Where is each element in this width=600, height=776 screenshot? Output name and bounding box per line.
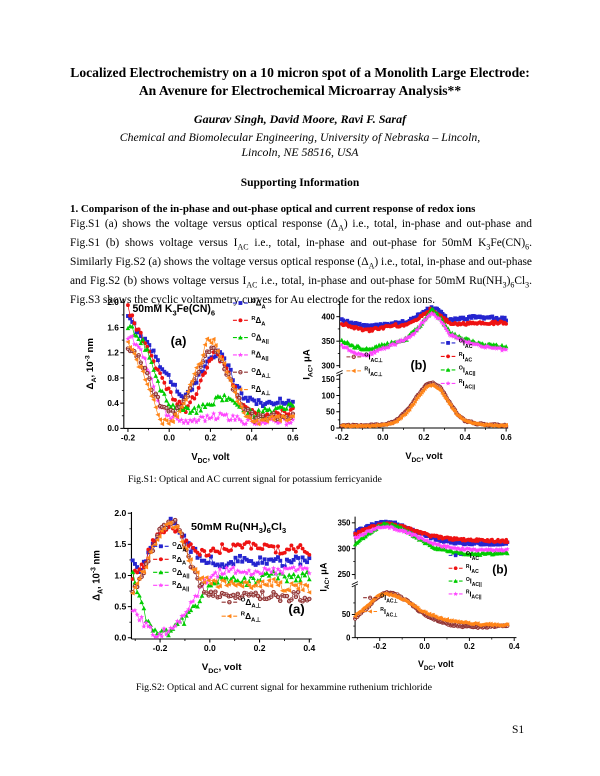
svg-text:0.4: 0.4	[303, 643, 315, 653]
svg-text:0.6: 0.6	[501, 433, 513, 442]
svg-text:RΔA||: RΔA||	[172, 581, 189, 592]
svg-text:OIAC: OIAC	[466, 551, 479, 562]
svg-text:250: 250	[338, 570, 351, 579]
fig-s1-panel-b: -0.2 0.0 0.2 0.4 0.6 0 50 100 150 300 350 400 (b) OIA…	[301, 293, 514, 464]
svg-text:0.0: 0.0	[419, 642, 430, 651]
svg-text:50mM Ru(NH3)6Cl3: 50mM Ru(NH3)6Cl3	[191, 521, 286, 535]
svg-text:0.4: 0.4	[459, 433, 471, 442]
svg-text:OIAC⊥: OIAC⊥	[380, 593, 398, 604]
svg-text:OIAC⊥: OIAC⊥	[364, 352, 383, 364]
svg-text:1.2: 1.2	[107, 347, 119, 357]
svg-text:RΔA: RΔA	[172, 555, 186, 566]
svg-text:0.4: 0.4	[246, 433, 258, 443]
svg-text:0.0: 0.0	[377, 433, 389, 442]
svg-text:0.0: 0.0	[107, 423, 119, 433]
svg-text:2.0: 2.0	[114, 508, 126, 518]
svg-text:1.5: 1.5	[114, 539, 126, 549]
svg-text:VDC, volt: VDC, volt	[418, 659, 454, 671]
body-paragraph: Fig.S1 (a) shows the voltage versus opti…	[70, 218, 533, 307]
svg-text:OΔA: OΔA	[172, 542, 186, 553]
svg-text:-0.2: -0.2	[373, 642, 387, 651]
svg-text:(a): (a)	[288, 602, 304, 617]
authors-line: Gaurav Singh, David Moore, Ravi F. Saraf	[193, 112, 407, 126]
svg-text:50: 50	[342, 610, 351, 619]
svg-text:1.0: 1.0	[114, 570, 126, 580]
svg-text:RΔA⊥: RΔA⊥	[241, 612, 261, 623]
svg-text:OΔA⊥: OΔA⊥	[241, 598, 261, 609]
svg-text:(b): (b)	[410, 357, 426, 372]
svg-text:-0.2: -0.2	[335, 433, 349, 442]
fig2b-chart-svg: -0.2 0.0 0.2 0.4 0 50 250 300 350 (b) OIAC RIAC OIAC…	[318, 516, 520, 672]
svg-text:(a): (a)	[171, 334, 187, 349]
svg-text:RIAC||: RIAC||	[466, 590, 482, 601]
svg-text:0.5: 0.5	[114, 602, 126, 612]
svg-text:RIAC⊥: RIAC⊥	[380, 607, 398, 618]
svg-text:OIAC||: OIAC||	[459, 365, 476, 377]
paper-title: Localized Electrochemistry on a 10 micro…	[70, 65, 530, 98]
svg-text:50mM K3Fe(CN)6: 50mM K3Fe(CN)6	[132, 303, 215, 318]
svg-text:RΔA⊥: RΔA⊥	[251, 385, 270, 397]
svg-text:0.2: 0.2	[464, 642, 475, 651]
svg-text:RΔA: RΔA	[251, 316, 266, 328]
svg-text:-0.2: -0.2	[153, 643, 168, 653]
svg-text:0.0: 0.0	[204, 643, 216, 653]
affiliation-line1: Chemical and Biomolecular Engineering, U…	[119, 130, 481, 144]
svg-text:-0.2: -0.2	[121, 433, 136, 443]
svg-text:RIAC: RIAC	[459, 352, 473, 364]
fig-s2-caption: Fig.S2: Optical and AC current signal fo…	[136, 682, 433, 693]
svg-text:300: 300	[321, 361, 335, 370]
svg-text:(b): (b)	[492, 562, 507, 576]
svg-text:0.2: 0.2	[205, 433, 217, 443]
fig2a-chart-svg: -0.2 0.0 0.2 0.4 0.0 0.5 1.0 1.5 2.0 50mM Ru(NH3)…	[90, 508, 315, 675]
svg-text:OΔA||: OΔA||	[172, 568, 190, 579]
svg-text:IAC, μA: IAC, μA	[318, 562, 331, 592]
fig-s1-panel-a: -0.2 0.0 0.2 0.4 0.6 0.0 0.4 0.8 1.2 1.6 2.0 50mM K…	[84, 291, 303, 465]
svg-text:300: 300	[338, 544, 351, 553]
svg-text:400: 400	[321, 312, 335, 321]
supporting-information-heading: Supporting Information	[240, 177, 360, 189]
section-heading: 1. Comparison of the in-phase and out-ph…	[70, 203, 476, 215]
fig-s2-panel-a: -0.2 0.0 0.2 0.4 0.0 0.5 1.0 1.5 2.0 50mM Ru(NH3)…	[90, 504, 318, 675]
svg-text:0.0: 0.0	[114, 633, 126, 643]
fig1b-chart-svg: -0.2 0.0 0.2 0.4 0.6 0 50 100 150 300 350 400 (b) OIA…	[302, 301, 513, 464]
svg-text:ΔA, 10-3 nm: ΔA, 10-3 nm	[84, 338, 98, 389]
svg-text:OΔA||: OΔA||	[251, 333, 269, 345]
svg-text:OIAC||: OIAC||	[466, 577, 483, 588]
svg-text:OΔA: OΔA	[251, 299, 266, 311]
svg-text:350: 350	[338, 518, 351, 527]
svg-text:0: 0	[346, 633, 351, 642]
svg-text:0.4: 0.4	[107, 398, 119, 408]
svg-text:0.6: 0.6	[287, 433, 299, 443]
svg-text:1.6: 1.6	[107, 322, 119, 332]
svg-text:RΔA||: RΔA||	[251, 350, 269, 362]
svg-text:VDC, volt: VDC, volt	[191, 452, 230, 464]
svg-text:RIAC||: RIAC||	[459, 379, 476, 391]
svg-text:150: 150	[321, 375, 335, 384]
svg-text:50: 50	[326, 407, 335, 416]
svg-text:0.2: 0.2	[418, 433, 430, 442]
svg-text:100: 100	[321, 391, 335, 400]
svg-text:IAC, μA: IAC, μA	[302, 349, 315, 380]
svg-text:0.2: 0.2	[254, 643, 266, 653]
svg-text:0.0: 0.0	[163, 433, 175, 443]
affiliation-line2: Lincoln, NE 58516, USA	[241, 145, 359, 159]
fig-s2-panel-b: -0.2 0.0 0.2 0.4 0 50 250 300 350 (b) OIAC RIAC OIAC…	[318, 509, 522, 672]
svg-text:0.8: 0.8	[107, 373, 119, 383]
svg-text:2.0: 2.0	[107, 297, 119, 307]
page-number: S1	[512, 724, 525, 736]
svg-text:VDC, volt: VDC, volt	[405, 451, 442, 463]
svg-text:0: 0	[330, 424, 335, 433]
svg-text:350: 350	[321, 337, 335, 346]
fig-s1-caption: Fig.S1: Optical and AC current signal fo…	[128, 474, 382, 485]
svg-text:RIAC: RIAC	[466, 564, 479, 575]
svg-text:RIAC⊥: RIAC⊥	[364, 366, 382, 378]
svg-text:ΔA, 10-3 nm: ΔA, 10-3 nm	[90, 550, 104, 601]
svg-text:OΔA⊥: OΔA⊥	[251, 368, 270, 380]
svg-text:OIAC: OIAC	[459, 338, 473, 350]
svg-text:0.4: 0.4	[509, 642, 520, 651]
svg-text:VDC, volt: VDC, volt	[202, 662, 243, 674]
